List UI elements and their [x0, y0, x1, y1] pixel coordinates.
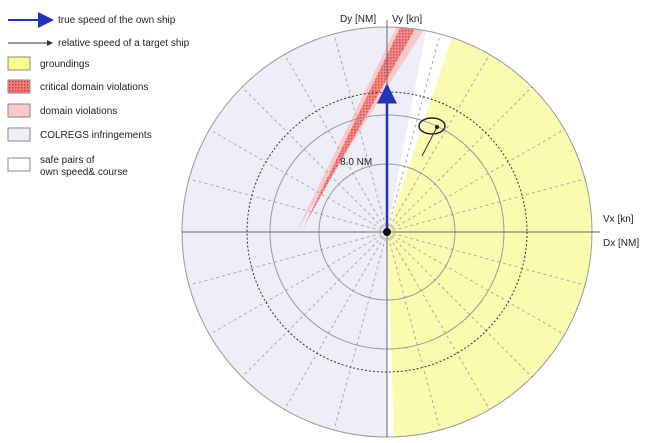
legend-swatch	[7, 127, 31, 142]
axis-label: Dy [NM]	[340, 14, 376, 25]
legend-label: groundings	[40, 59, 89, 70]
own-ship	[383, 228, 391, 236]
grounding-region	[387, 28, 592, 437]
legend-swatch	[7, 157, 31, 172]
safe-region	[387, 27, 456, 437]
legend-label: relative speed of a target ship	[58, 38, 190, 49]
legend: true speed of the own ship relative spee…	[7, 12, 190, 178]
legend-swatch	[7, 103, 31, 118]
plot-area	[182, 27, 592, 437]
distance-label: 8.0 NM	[340, 157, 372, 168]
axis-label: Vy [kn]	[392, 14, 422, 25]
legend-label: safe pairs of own speed& course	[40, 155, 128, 178]
target-domain	[418, 117, 446, 135]
target-ship	[435, 125, 439, 129]
legend-label: domain violations	[40, 106, 117, 117]
legend-label: critical domain violations	[40, 82, 148, 93]
legend-swatch	[7, 56, 31, 71]
legend-label: true speed of the own ship	[58, 15, 176, 26]
legend-swatch	[7, 79, 31, 94]
axis-label: Dx [NM]	[603, 238, 639, 249]
axis-label: Vx [kn]	[603, 214, 634, 225]
target-relative-speed	[421, 126, 438, 157]
legend-label: COLREGS infringements	[40, 130, 152, 141]
critical-violation-region	[303, 27, 420, 228]
